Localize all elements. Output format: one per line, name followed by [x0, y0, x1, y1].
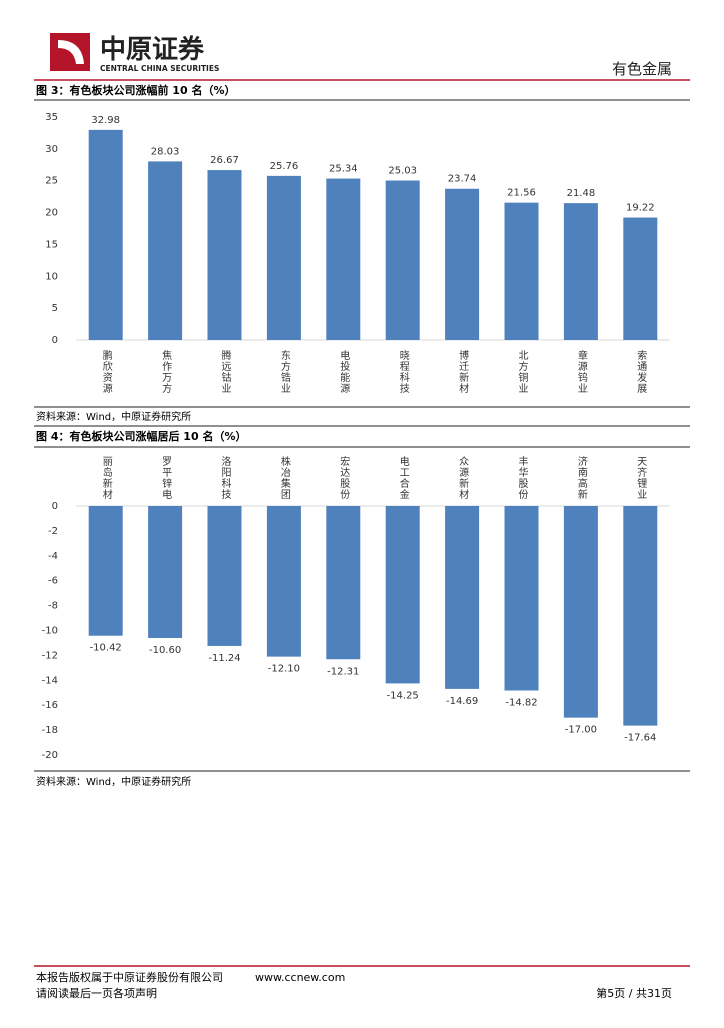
data-label: -14.69: [446, 696, 478, 707]
x-tick-label: 北方铜业: [516, 350, 528, 394]
x-tick-label: 章源钨业: [575, 349, 587, 394]
website: www.ccnew.com: [255, 971, 345, 984]
data-label: 21.48: [567, 188, 596, 199]
bar: [385, 506, 420, 684]
bar: [563, 506, 598, 718]
data-label: -17.00: [565, 725, 597, 736]
y-tick-label: -2: [48, 526, 58, 537]
figure-title: 图 3：有色板块公司涨幅前 10 名（%）: [36, 83, 235, 97]
y-tick-label: 0: [52, 501, 58, 512]
y-tick-label: 15: [45, 239, 58, 250]
bar: [207, 170, 242, 340]
y-tick-label: 5: [52, 303, 58, 314]
bar: [385, 180, 420, 340]
x-tick-label: 众源新材: [457, 456, 469, 500]
page-number: 第5页 / 共31页: [596, 986, 672, 1000]
data-label: -14.25: [387, 690, 419, 701]
x-tick-label: 株冶集团: [278, 455, 290, 500]
x-tick-label: 腾远钴业: [219, 349, 231, 394]
y-tick-label: 10: [45, 271, 58, 282]
bar: [266, 506, 301, 657]
sector: 有色金属: [612, 60, 672, 78]
x-tick-label: 博迁新材: [457, 349, 469, 394]
logo-swoosh: [58, 40, 84, 64]
x-tick-label: 济南高新: [575, 455, 587, 500]
bar: [563, 203, 598, 340]
data-label: 25.34: [329, 164, 358, 175]
data-label: 21.56: [507, 188, 536, 199]
y-tick-label: -18: [42, 725, 58, 736]
y-tick-label: -16: [42, 700, 58, 711]
y-tick-label: -4: [48, 551, 58, 562]
bar: [326, 178, 361, 340]
y-tick-label: -20: [42, 750, 58, 761]
x-tick-label: 天齐锂业: [635, 456, 647, 500]
notice: 请阅读最后一页各项声明: [36, 986, 157, 1000]
x-tick-label: 洛阳科技: [219, 455, 231, 500]
bar: [207, 506, 242, 646]
source-note: 资料来源：Wind，中原证券研究所: [36, 775, 191, 788]
bar: [504, 202, 539, 340]
data-label: 32.98: [91, 115, 120, 126]
data-label: -12.10: [268, 664, 300, 675]
y-tick-label: 20: [45, 208, 58, 219]
bar: [148, 161, 183, 340]
logo-mark: [50, 33, 90, 71]
y-tick-label: 25: [45, 176, 58, 187]
bar: [266, 175, 301, 340]
figure-title: 图 4：有色板块公司涨幅居后 10 名（%）: [36, 429, 246, 443]
bar: [326, 506, 361, 660]
data-label: 25.03: [388, 166, 417, 177]
data-label: 28.03: [151, 146, 180, 157]
data-label: 23.74: [448, 174, 477, 185]
data-label: -11.24: [208, 653, 240, 664]
copyright: 本报告版权属于中原证券股份有限公司: [36, 970, 223, 984]
x-tick-label: 东方锆业: [278, 349, 290, 394]
data-label: 19.22: [626, 203, 655, 214]
data-label: -17.64: [624, 733, 656, 744]
bar: [623, 217, 658, 340]
x-tick-label: 电工合金: [397, 455, 409, 500]
company-name: 中原证券: [100, 35, 205, 65]
y-tick-label: -12: [42, 650, 58, 661]
data-label: 26.67: [210, 155, 239, 166]
y-tick-label: -6: [48, 576, 58, 587]
data-label: -10.42: [90, 643, 122, 654]
data-label: -14.82: [505, 698, 537, 709]
bar: [148, 506, 183, 638]
y-tick-label: -8: [48, 601, 58, 612]
bar: [445, 506, 480, 689]
source-note: 资料来源：Wind，中原证券研究所: [36, 410, 191, 423]
x-tick-label: 晓程科技: [397, 350, 409, 394]
x-tick-label: 丽岛新材: [100, 456, 112, 500]
bar: [88, 129, 123, 340]
y-tick-label: -10: [42, 626, 58, 637]
bar: [623, 506, 658, 726]
x-tick-label: 丰华股份: [516, 455, 528, 500]
company-name-en: CENTRAL CHINA SECURITIES: [100, 64, 219, 73]
bar: [445, 188, 480, 340]
y-tick-label: 30: [45, 144, 58, 155]
x-tick-label: 鹏欣资源: [100, 349, 112, 394]
y-tick-label: 35: [45, 112, 58, 123]
y-tick-label: -14: [42, 675, 58, 686]
x-tick-label: 索通发展: [635, 349, 647, 394]
x-tick-label: 电投能源: [338, 349, 350, 394]
x-tick-label: 宏达股份: [338, 455, 350, 500]
data-label: -12.31: [327, 666, 359, 677]
data-label: -10.60: [149, 645, 181, 656]
x-tick-label: 焦作万方: [160, 349, 172, 394]
y-tick-label: 0: [52, 335, 58, 346]
bar: [504, 506, 539, 691]
data-label: 25.76: [270, 161, 299, 172]
x-tick-label: 罗平锌电: [160, 456, 172, 500]
bar: [88, 506, 123, 636]
